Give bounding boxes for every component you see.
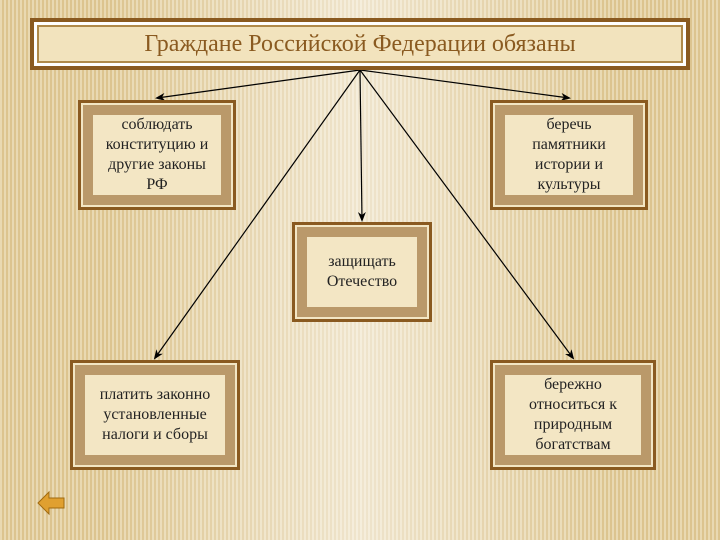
- node-heritage: беречь памятники истории и культуры: [490, 100, 648, 210]
- back-button[interactable]: [36, 490, 66, 516]
- diagram-title-text: Граждане Российской Федерации обязаны: [144, 31, 575, 58]
- node-laws-label: соблюдать конституцию и другие законы РФ: [101, 115, 213, 195]
- node-heritage-label: беречь памятники истории и культуры: [513, 115, 625, 195]
- back-arrow-icon: [36, 490, 66, 516]
- node-nature-label: бережно относиться к природным богатства…: [513, 375, 633, 455]
- diagram-title: Граждане Российской Федерации обязаны: [30, 18, 690, 70]
- node-defend: защищать Отечество: [292, 222, 432, 322]
- node-taxes-label: платить законно установленные налоги и с…: [93, 385, 217, 445]
- node-nature: бережно относиться к природным богатства…: [490, 360, 656, 470]
- node-defend-label: защищать Отечество: [315, 252, 409, 292]
- node-laws: соблюдать конституцию и другие законы РФ: [78, 100, 236, 210]
- node-taxes: платить законно установленные налоги и с…: [70, 360, 240, 470]
- slide-canvas: Граждане Российской Федерации обязаны со…: [0, 0, 720, 540]
